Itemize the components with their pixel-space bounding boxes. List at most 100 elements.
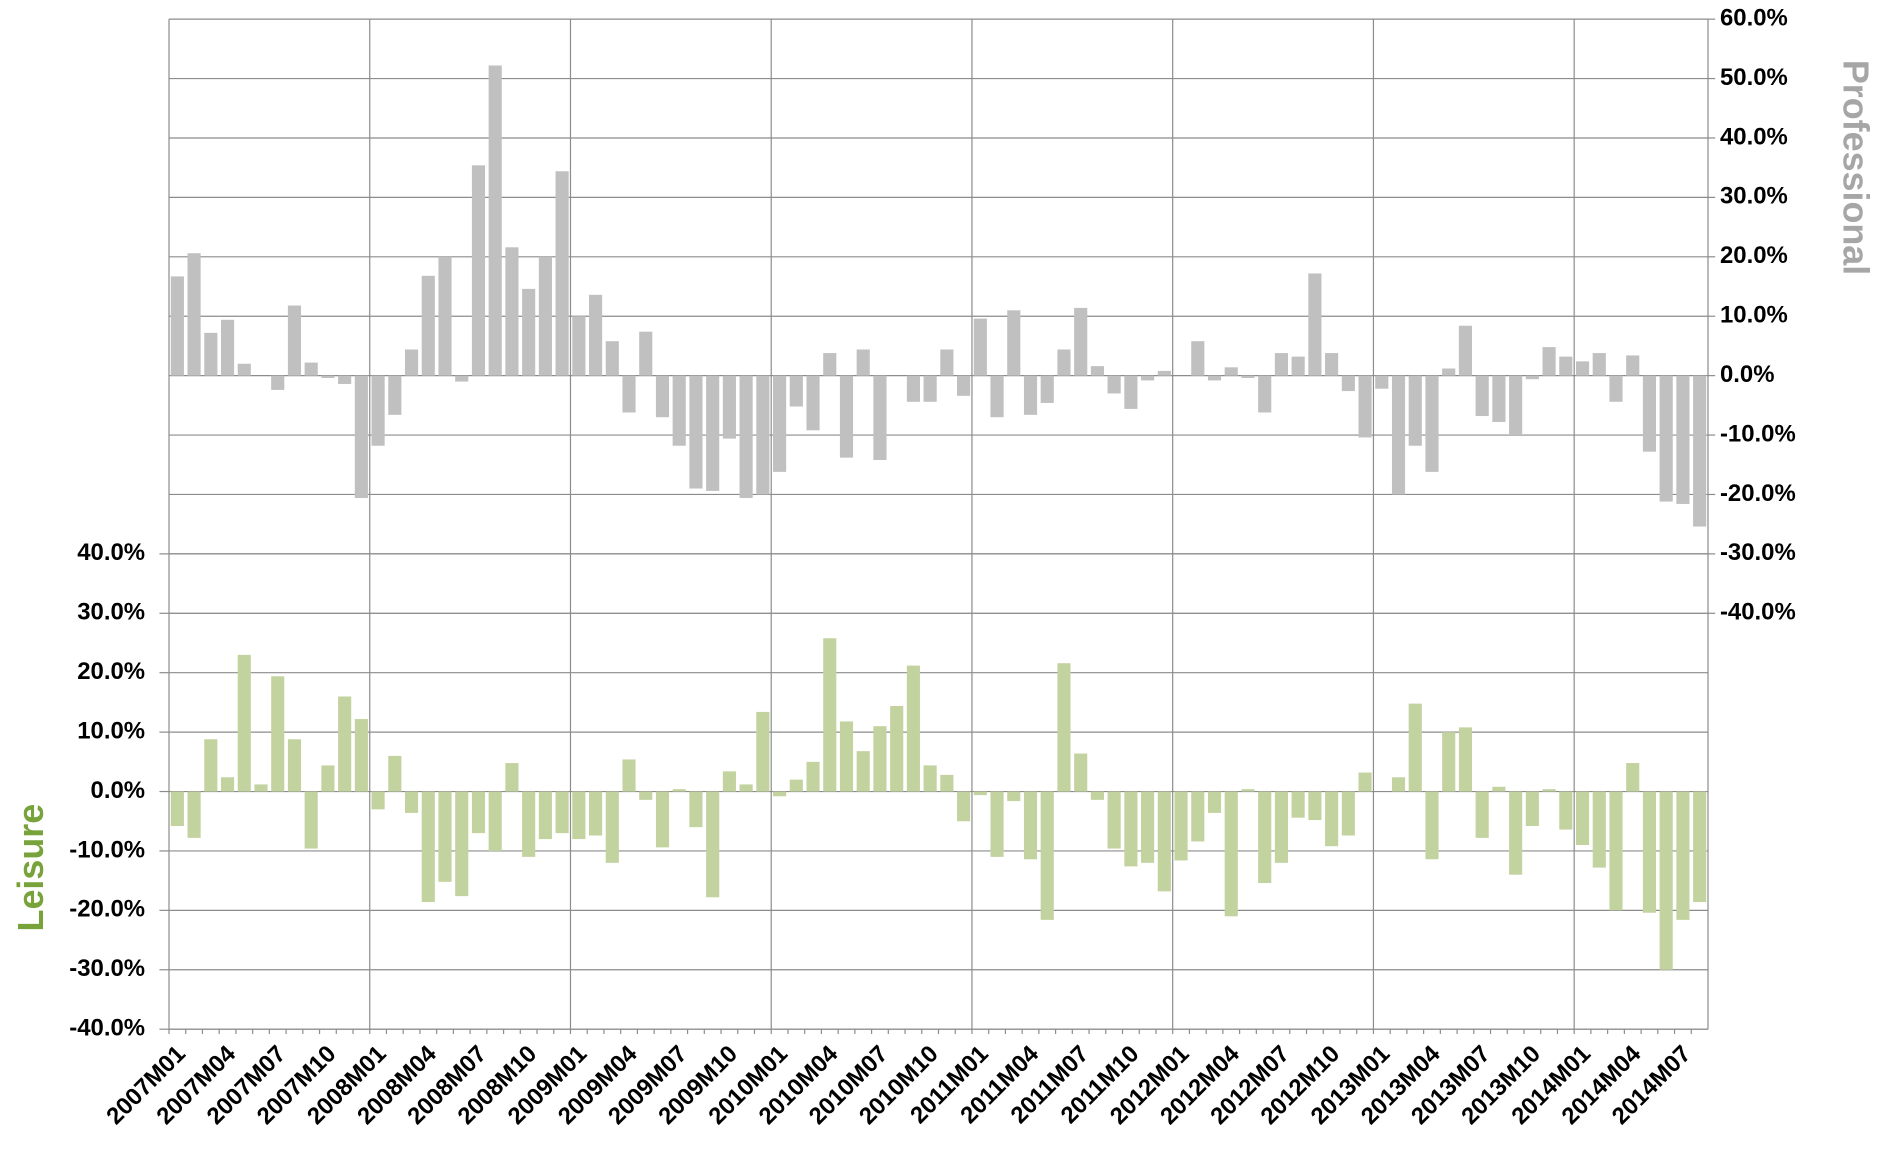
y-tick-label: -20.0% — [69, 896, 145, 923]
bar — [1609, 791, 1623, 911]
bar — [655, 791, 670, 848]
bar — [1057, 349, 1071, 376]
bar — [589, 294, 603, 376]
bar — [1458, 325, 1473, 376]
bar — [1241, 789, 1255, 792]
bar — [990, 791, 1004, 857]
bar — [187, 791, 201, 838]
bar — [371, 791, 385, 810]
bar — [1458, 727, 1473, 792]
bar — [505, 763, 519, 792]
bar — [689, 791, 703, 828]
bar — [823, 353, 837, 376]
bar — [639, 331, 653, 376]
bar — [672, 375, 686, 446]
y-tick-label: 20.0% — [77, 658, 145, 685]
bar — [990, 375, 1004, 418]
bar — [1157, 370, 1171, 376]
bar — [1375, 375, 1389, 389]
bar — [404, 791, 419, 813]
bar — [488, 65, 502, 376]
y2-tick-label: -30.0% — [1720, 539, 1796, 566]
bar — [304, 362, 318, 376]
bar — [722, 771, 736, 792]
y2-tick-label: 10.0% — [1720, 302, 1788, 329]
bar — [354, 719, 368, 792]
bar — [1191, 341, 1205, 376]
bar — [589, 791, 603, 836]
bar — [1642, 791, 1657, 913]
bar — [1525, 375, 1539, 380]
bar — [856, 349, 870, 376]
bar — [1592, 791, 1606, 868]
bar — [1107, 375, 1121, 394]
bar — [170, 791, 184, 826]
bar — [1040, 375, 1054, 403]
bar — [1191, 791, 1205, 842]
bar — [1408, 703, 1422, 792]
bar — [388, 375, 402, 415]
bar — [354, 375, 368, 499]
bar — [1308, 273, 1322, 376]
bar — [1626, 355, 1640, 376]
bar — [1007, 791, 1021, 802]
bar — [1391, 375, 1406, 495]
bar — [1074, 753, 1088, 792]
bar — [438, 256, 452, 376]
bar — [1475, 791, 1489, 838]
bar — [388, 755, 402, 792]
bar — [287, 305, 302, 376]
bar — [1492, 375, 1506, 422]
bar — [505, 247, 519, 376]
bar — [789, 375, 803, 407]
y-axis-title: Leisure — [11, 804, 51, 932]
bar — [622, 759, 636, 792]
bar — [940, 774, 954, 792]
bar — [739, 375, 753, 499]
bar — [622, 375, 636, 413]
bar — [471, 791, 486, 834]
bar — [1391, 777, 1406, 792]
bar — [1040, 791, 1054, 920]
bar — [287, 739, 302, 792]
y-tick-label: -10.0% — [69, 836, 145, 863]
bar — [722, 375, 736, 439]
bar — [1057, 663, 1071, 792]
bar — [1274, 791, 1288, 863]
bar — [1141, 791, 1155, 863]
bar — [789, 779, 803, 792]
bar — [237, 654, 251, 792]
bar — [271, 676, 285, 792]
bar — [1659, 791, 1673, 970]
bar — [1023, 375, 1038, 415]
bar — [1090, 366, 1104, 376]
bar — [1291, 791, 1305, 818]
bar — [404, 349, 419, 376]
bar — [1475, 375, 1489, 417]
bar — [1207, 375, 1222, 381]
bar — [823, 638, 837, 792]
bar — [689, 375, 703, 489]
bar — [1592, 353, 1606, 376]
bar — [371, 375, 385, 446]
bar — [1559, 356, 1573, 376]
bar — [1425, 375, 1439, 472]
bar — [1124, 375, 1138, 409]
bar — [973, 791, 987, 796]
bar — [1542, 347, 1556, 376]
bar — [1626, 763, 1640, 792]
bar — [973, 318, 987, 376]
bar — [1442, 732, 1456, 792]
bar — [1642, 375, 1657, 452]
grid — [168, 18, 1709, 1030]
y2-tick-label: 30.0% — [1720, 183, 1788, 210]
bar — [1525, 791, 1539, 826]
bar — [1107, 791, 1121, 849]
y-tick-label: -30.0% — [69, 955, 145, 982]
axes: -40.0% -30.0% -20.0% -10.0% 0.0% 10.0% 20.0% 30… — [69, 4, 1796, 1130]
bar — [655, 375, 670, 418]
bar — [839, 721, 854, 792]
bar — [1425, 791, 1439, 860]
bar — [957, 791, 971, 822]
bar — [856, 751, 870, 792]
